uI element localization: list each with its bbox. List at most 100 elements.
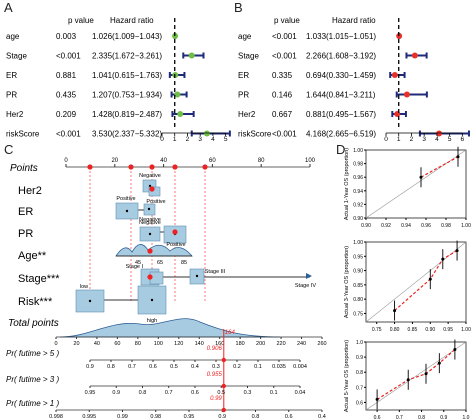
calibration-x-tick-label: 1.00 bbox=[461, 327, 471, 333]
probability-tick-label: 0.6 bbox=[191, 390, 199, 396]
forest-row-hr-text: 1.033(1.015−1.051) bbox=[306, 32, 376, 41]
calibration-y-label: Actual 1-Year OS (proportion) bbox=[344, 148, 350, 220]
forest-axis-tick-label: 5 bbox=[448, 136, 452, 142]
forest-row-pvalue: 0.003 bbox=[56, 32, 77, 41]
forest-row-label: age bbox=[238, 32, 252, 41]
probability-tick-label: 0.995 bbox=[82, 414, 96, 419]
forest-hr-point bbox=[203, 130, 210, 137]
age-tick-label: 45 bbox=[135, 260, 141, 266]
probability-tick-label: 0.3 bbox=[212, 364, 220, 370]
forest-hr-point bbox=[391, 72, 398, 78]
forest-b-hr-header: Hazard ratio bbox=[332, 16, 376, 25]
probability-tick-label: 0.2 bbox=[233, 364, 241, 370]
calibration-x-tick-label: 0.85 bbox=[408, 327, 418, 333]
probability-tick-label: 0.8 bbox=[252, 414, 260, 419]
total-points-value: 164 bbox=[225, 330, 236, 336]
forest-axis-tick-label: 4 bbox=[435, 136, 439, 142]
calibration-plot-frame bbox=[365, 341, 467, 411]
calibration-y-tick-label: 0.8 bbox=[356, 370, 363, 376]
forest-axis-tick-label: 1 bbox=[397, 136, 401, 142]
category-label: Positive bbox=[166, 242, 185, 248]
category-point bbox=[147, 207, 151, 211]
calibration-curve bbox=[394, 250, 458, 312]
calibration-y-tick-label: 0.95 bbox=[353, 254, 363, 260]
probability-value: 0.99 bbox=[210, 396, 222, 402]
forest-row-pvalue: <0.001 bbox=[56, 52, 81, 61]
category-label: Positive bbox=[116, 196, 135, 202]
probability-marker bbox=[221, 357, 226, 363]
calibration-x-tick-label: 0.98 bbox=[441, 223, 451, 229]
forest-row-label: Her2 bbox=[238, 110, 256, 119]
probability-tick-label: 0.4 bbox=[191, 364, 199, 370]
total-points-density bbox=[59, 318, 281, 338]
selected-value-marker bbox=[172, 229, 178, 235]
probability-tick-label: 0.1 bbox=[270, 390, 278, 396]
probability-tick-label: 0.95 bbox=[184, 414, 195, 419]
points-axis-tick-label: 100 bbox=[305, 158, 316, 164]
probability-tick-label: 0.8 bbox=[139, 390, 147, 396]
calibration-y-tick-label: 1.0 bbox=[356, 340, 363, 346]
calibration-point bbox=[419, 175, 423, 179]
probability-tick-label: 0.035 bbox=[272, 364, 286, 370]
calibration-y-tick-label: 0.6 bbox=[356, 400, 363, 406]
calibration-x-tick-label: 1.0 bbox=[463, 415, 470, 419]
total-axis-tick-label: 60 bbox=[114, 341, 120, 347]
forest-row-hr-text: 2.266(1.608−3.192) bbox=[306, 52, 376, 61]
category-point bbox=[88, 299, 92, 303]
forest-row-hr-text: 2.335(1.672−3.261) bbox=[92, 52, 162, 61]
forest-axis-tick-label: 0 bbox=[160, 136, 164, 142]
forest-row-label: ER bbox=[238, 71, 249, 80]
calibration-x-tick-label: 0.92 bbox=[381, 223, 391, 229]
forest-row-label: Her2 bbox=[6, 110, 24, 119]
probability-tick-label: 0.99 bbox=[117, 414, 128, 419]
probability-tick-label: 0.7 bbox=[128, 364, 136, 370]
panel-letter-d: D bbox=[336, 142, 346, 157]
calibration-y-label: Actual 5-Year OS (proportion) bbox=[344, 340, 350, 412]
forest-row-pvalue: 0.667 bbox=[272, 110, 293, 119]
category-label: Positive bbox=[146, 199, 165, 205]
calibration-x-tick-label: 0.96 bbox=[421, 223, 431, 229]
category-label: Negative bbox=[139, 173, 161, 179]
forest-axis-tick-label: 0 bbox=[384, 136, 388, 142]
forest-row-hr-text: 1.041(0.615−1.763) bbox=[92, 71, 162, 80]
calibration-y-label: Actual 3-Year OS (proportion) bbox=[344, 246, 350, 318]
variable-label: Risk*** bbox=[18, 296, 53, 308]
selected-value-marker bbox=[149, 186, 155, 192]
total-axis-tick-label: 40 bbox=[94, 341, 100, 347]
forest-hr-point bbox=[177, 111, 184, 117]
probability-tick-label: 0.7 bbox=[165, 390, 173, 396]
probability-tick-label: 0.8 bbox=[107, 364, 115, 370]
forest-hr-point bbox=[436, 130, 443, 137]
probability-label: Pr( futime > 1 ) bbox=[6, 399, 59, 408]
total-axis-tick-label: 240 bbox=[297, 341, 306, 347]
age-tick-label: 85 bbox=[181, 260, 187, 266]
calibration-y-tick-label: 0.96 bbox=[353, 175, 363, 181]
calibration-x-tick-label: 0.90 bbox=[361, 223, 371, 229]
probability-tick-label: 0.998 bbox=[49, 414, 63, 419]
calibration-point bbox=[375, 397, 379, 401]
forest-hr-point bbox=[411, 52, 418, 59]
probability-label: Pr( futime > 3 ) bbox=[6, 375, 59, 384]
category-label: Negative bbox=[139, 220, 161, 226]
nomogram: Points 0 20 40 60 80 100 Her2 ER PR Age** Stage*** R… bbox=[6, 158, 327, 419]
calibration-curve bbox=[420, 156, 459, 178]
calibration-curve bbox=[376, 349, 456, 400]
forest-row-hr-text: 1.428(0.819−2.487) bbox=[92, 110, 162, 119]
calibration-x-tick-label: 0.95 bbox=[443, 327, 453, 333]
forest-row-hr-text: 1.026(1.009−1.043) bbox=[92, 32, 162, 41]
forest-axis-tick-label: 2 bbox=[410, 136, 414, 142]
probability-tick-label: 0.04 bbox=[295, 390, 306, 396]
calibration-y-tick-label: 0.94 bbox=[353, 189, 363, 195]
forest-row-label: age bbox=[6, 32, 20, 41]
forest-row-hr-text: 3.530(2.337−5.332) bbox=[92, 130, 162, 139]
forest-hr-point bbox=[174, 91, 181, 98]
variable-label: ER bbox=[18, 206, 33, 218]
total-axis-tick-label: 200 bbox=[256, 341, 265, 347]
forest-row-hr-text: 0.694(0.330−1.459) bbox=[306, 71, 376, 80]
calibration-x-tick-label: 0.80 bbox=[390, 327, 400, 333]
forest-row-pvalue: 0.335 bbox=[272, 71, 293, 80]
calibration-point bbox=[406, 378, 410, 382]
points-label: Points bbox=[10, 163, 38, 174]
forest-row-hr-text: 4.168(2.665−6.519) bbox=[306, 130, 376, 139]
calibration-ideal-line bbox=[365, 241, 467, 323]
